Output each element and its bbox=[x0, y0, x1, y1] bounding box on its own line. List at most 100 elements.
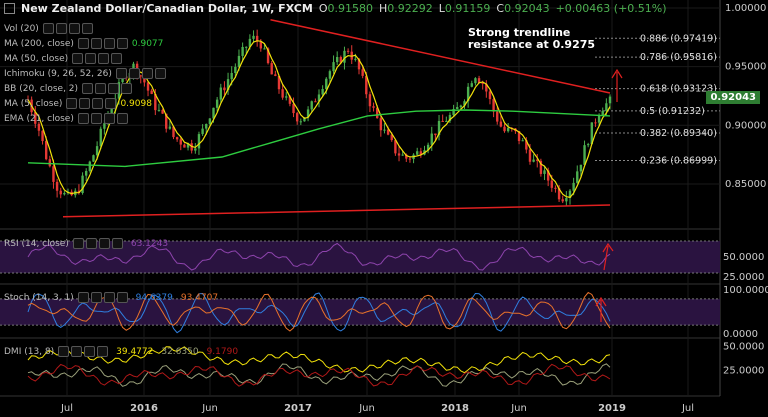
candle-body bbox=[488, 91, 492, 100]
candle-body bbox=[586, 144, 590, 146]
indicator-control-icon[interactable] bbox=[116, 38, 128, 49]
candle-body bbox=[452, 109, 455, 115]
indicator-control-icon[interactable] bbox=[77, 38, 89, 49]
candle-body bbox=[41, 130, 44, 142]
candle-body bbox=[365, 75, 368, 95]
indicator-control-icon[interactable] bbox=[90, 38, 102, 49]
osc-y-tick-label: 0.0000 bbox=[723, 329, 758, 340]
indicator-legend-item[interactable]: BB (20, close, 2) bbox=[4, 83, 133, 94]
candle-body bbox=[354, 58, 357, 60]
indicator-control-icon[interactable] bbox=[72, 53, 84, 64]
indicator-control-icon[interactable] bbox=[79, 98, 91, 109]
indicator-control-icon[interactable] bbox=[85, 238, 97, 249]
indicator-controls[interactable] bbox=[77, 292, 128, 303]
candle-body bbox=[252, 35, 255, 39]
candle-body bbox=[321, 89, 324, 95]
indicator-legend-item[interactable]: MA (200, close) 0.9077 bbox=[4, 38, 163, 49]
candle-body bbox=[401, 154, 404, 156]
indicator-control-icon[interactable] bbox=[115, 68, 127, 79]
indicator-control-icon[interactable] bbox=[82, 83, 94, 94]
indicator-control-icon[interactable] bbox=[103, 292, 115, 303]
indicator-controls[interactable] bbox=[72, 53, 123, 64]
indicator-control-icon[interactable] bbox=[92, 98, 104, 109]
indicator-control-icon[interactable] bbox=[71, 346, 83, 357]
oscillator-legend[interactable]: RSI (14, close) 63.1243 bbox=[4, 238, 168, 249]
candle-body bbox=[259, 41, 262, 49]
candle-body bbox=[277, 75, 281, 90]
candle-body bbox=[470, 83, 473, 87]
indicator-control-icon[interactable] bbox=[77, 292, 89, 303]
indicator-control-icon[interactable] bbox=[72, 238, 84, 249]
oscillator-legend[interactable]: Stoch (14, 3, 1) 94.6379 93.4707 bbox=[4, 292, 218, 303]
candle-body bbox=[223, 87, 226, 91]
candle-body bbox=[496, 111, 499, 122]
indicator-legend-item[interactable]: Vol (20) bbox=[4, 23, 93, 34]
indicator-label: Vol (20) bbox=[4, 23, 39, 34]
x-tick-label: 2018 bbox=[441, 403, 469, 414]
indicator-controls[interactable] bbox=[72, 238, 123, 249]
candle-body bbox=[597, 115, 601, 123]
y-tick-label: 0.90000 bbox=[725, 120, 766, 131]
indicator-control-icon[interactable] bbox=[103, 113, 115, 124]
indicator-control-icon[interactable] bbox=[98, 53, 110, 64]
indicator-control-icon[interactable] bbox=[90, 113, 102, 124]
indicator-control-icon[interactable] bbox=[77, 113, 89, 124]
indicator-control-icon[interactable] bbox=[85, 53, 97, 64]
indicator-control-icon[interactable] bbox=[111, 238, 123, 249]
price-change: +0.00463 (+0.51%) bbox=[555, 2, 667, 15]
indicator-control-icon[interactable] bbox=[108, 83, 120, 94]
indicator-control-icon[interactable] bbox=[116, 292, 128, 303]
indicator-control-icon[interactable] bbox=[128, 68, 140, 79]
indicator-control-icon[interactable] bbox=[58, 346, 70, 357]
indicator-controls[interactable] bbox=[58, 346, 109, 357]
fib-label: 0.886 (0.97419) bbox=[640, 33, 717, 44]
indicator-controls[interactable] bbox=[77, 38, 128, 49]
indicator-control-icon[interactable] bbox=[42, 23, 54, 34]
indicator-controls[interactable] bbox=[115, 68, 166, 79]
rsi-up-arrow-icon bbox=[602, 242, 614, 271]
indicator-control-icon[interactable] bbox=[55, 23, 67, 34]
indicator-controls[interactable] bbox=[77, 113, 128, 124]
indicator-control-icon[interactable] bbox=[90, 292, 102, 303]
indicator-control-icon[interactable] bbox=[141, 68, 153, 79]
candle-body bbox=[383, 129, 386, 131]
indicator-controls[interactable] bbox=[42, 23, 93, 34]
indicator-control-icon[interactable] bbox=[105, 98, 117, 109]
candle-body bbox=[219, 87, 222, 100]
indicator-controls[interactable] bbox=[82, 83, 133, 94]
indicator-control-icon[interactable] bbox=[103, 38, 115, 49]
candle-body bbox=[197, 134, 201, 149]
indicator-legend-item[interactable]: EMA (21, close) bbox=[4, 113, 128, 124]
indicator-control-icon[interactable] bbox=[84, 346, 96, 357]
indicator-control-icon[interactable] bbox=[97, 346, 109, 357]
candle-body bbox=[281, 89, 284, 98]
indicator-control-icon[interactable] bbox=[116, 113, 128, 124]
indicator-legend-item[interactable]: Ichimoku (9, 26, 52, 26) bbox=[4, 68, 166, 79]
indicator-legend-item[interactable]: MA (5, close) 0.9098 bbox=[4, 98, 152, 109]
x-tick-label: 2019 bbox=[598, 403, 626, 414]
indicator-control-icon[interactable] bbox=[66, 98, 78, 109]
candle-body bbox=[601, 111, 604, 116]
candle-body bbox=[328, 71, 332, 79]
candle-body bbox=[110, 107, 113, 115]
indicator-control-icon[interactable] bbox=[98, 238, 110, 249]
indicator-label: MA (200, close) bbox=[4, 38, 74, 49]
candle-body bbox=[492, 99, 495, 112]
candle-body bbox=[426, 144, 430, 151]
candle-body bbox=[379, 118, 383, 131]
indicator-control-icon[interactable] bbox=[68, 23, 80, 34]
candle-body bbox=[44, 141, 48, 160]
indicator-controls[interactable] bbox=[66, 98, 117, 109]
indicator-control-icon[interactable] bbox=[95, 83, 107, 94]
candle-body bbox=[474, 78, 477, 84]
candle-body bbox=[95, 146, 99, 156]
indicator-control-icon[interactable] bbox=[81, 23, 93, 34]
indicator-control-icon[interactable] bbox=[121, 83, 133, 94]
candle-body bbox=[430, 133, 433, 145]
oscillator-legend[interactable]: DMI (13, 8) 39.4772 32.6350 9.1790 bbox=[4, 346, 238, 357]
indicator-legend-item[interactable]: MA (50, close) bbox=[4, 53, 123, 64]
symbol-menu-icon[interactable] bbox=[4, 3, 15, 14]
x-tick-label: Jun bbox=[510, 403, 527, 414]
indicator-control-icon[interactable] bbox=[111, 53, 123, 64]
indicator-control-icon[interactable] bbox=[154, 68, 166, 79]
